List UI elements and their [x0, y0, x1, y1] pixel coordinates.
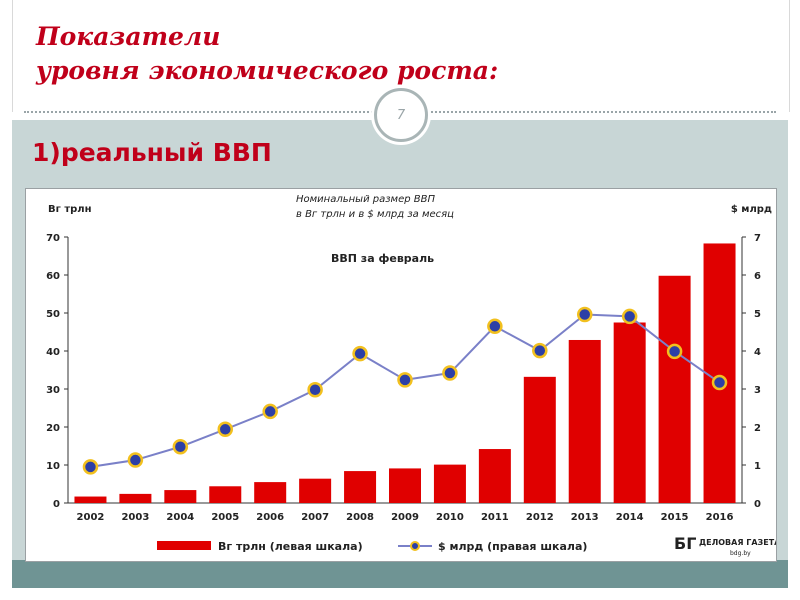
x-axis-tick-label: 2007	[301, 512, 329, 523]
x-axis-tick-label: 2003	[121, 512, 149, 523]
publisher-logo: БГ ДЕЛОВАЯ ГАЗЕТА bdg.by	[674, 534, 776, 557]
usd-point-2014	[621, 308, 638, 325]
x-axis-tick-label: 2015	[661, 512, 689, 523]
bar-2008	[344, 471, 377, 503]
x-axis-tick-label: 2002	[77, 512, 105, 523]
legend-line-label: $ млрд (правая шкала)	[438, 540, 587, 553]
legend-line-marker	[410, 541, 420, 551]
logo-name: ДЕЛОВАЯ ГАЗЕТА	[699, 538, 776, 547]
gdp-chart: Вг трлн $ млрд Номинальный размер ВВП в …	[25, 188, 777, 562]
usd-point-2013	[576, 306, 593, 323]
usd-point-2002	[82, 459, 99, 475]
slide-footer-band	[12, 560, 788, 588]
x-axis-tick-label: 2008	[346, 512, 374, 523]
x-axis-tick-label: 2011	[481, 512, 509, 523]
usd-point-2009	[397, 372, 413, 388]
usd-point-2003	[127, 452, 144, 468]
left-axis-tick-label: 20	[46, 423, 60, 434]
chart-inner-label: ВВП за февраль	[331, 252, 434, 265]
right-axis-tick-label: 1	[754, 461, 761, 472]
usd-point-2005	[217, 421, 234, 438]
page-number: 7	[396, 107, 406, 123]
left-axis-tick-label: 10	[46, 461, 60, 472]
slide-title: Показатели уровня экономического роста:	[36, 20, 498, 88]
usd-point-2008	[352, 345, 368, 362]
slide-subtitle: 1)реальный ВВП	[32, 138, 272, 167]
left-axis-tick-label: 70	[46, 233, 60, 244]
legend-bar-label: Вг трлн (левая шкала)	[218, 540, 363, 553]
chart-title-line1: Номинальный размер ВВП	[296, 194, 435, 205]
slide-title-line1: Показатели	[36, 22, 221, 51]
x-axis-tick-label: 2009	[391, 512, 419, 523]
x-axis-tick-label: 2004	[166, 512, 194, 523]
left-axis-tick-label: 60	[46, 271, 60, 282]
bar-2016	[703, 243, 736, 503]
left-axis-tick-label: 30	[46, 385, 60, 396]
right-axis-tick-label: 0	[754, 499, 761, 510]
bar-2007	[299, 478, 332, 503]
usd-point-2007	[307, 382, 323, 398]
x-axis-tick-label: 2012	[526, 512, 554, 523]
usd-point-2011	[487, 318, 503, 335]
bar-2002	[74, 496, 107, 503]
logo-mark: БГ	[674, 534, 696, 553]
x-axis-tick-label: 2013	[571, 512, 599, 523]
slide-title-line2: уровня экономического роста:	[36, 56, 499, 85]
x-axis-tick-label: 2016	[706, 512, 734, 523]
right-axis-unit: $ млрд	[731, 204, 772, 215]
bar-2006	[254, 482, 287, 503]
left-axis-tick-label: 0	[53, 499, 60, 510]
right-axis-tick-label: 3	[754, 385, 761, 396]
bar-2012	[523, 376, 556, 503]
right-axis-tick-label: 6	[754, 271, 761, 282]
x-axis-tick-label: 2014	[616, 512, 644, 523]
right-axis-tick-label: 5	[754, 309, 761, 320]
bar-2005	[209, 486, 242, 503]
right-axis-tick-label: 7	[754, 233, 761, 244]
bar-2003	[119, 493, 152, 503]
right-axis-tick-label: 2	[754, 423, 761, 434]
usd-point-2010	[442, 365, 458, 381]
page-number-badge: 7	[374, 88, 428, 142]
x-axis-tick-label: 2006	[256, 512, 284, 523]
bar-2015	[658, 275, 691, 503]
bar-2011	[478, 449, 511, 503]
left-axis-tick-label: 40	[46, 347, 60, 358]
chart-legend: Вг трлн (левая шкала) $ млрд (правая шка…	[157, 540, 587, 553]
logo-site: bdg.by	[730, 550, 751, 557]
left-axis-tick-label: 50	[46, 309, 60, 320]
usd-point-2006	[262, 403, 278, 420]
x-axis-tick-label: 2010	[436, 512, 464, 523]
legend-bar-swatch	[157, 541, 211, 550]
chart-title-line2: в Вг трлн и в $ млрд за месяц	[296, 209, 454, 220]
bar-2013	[568, 339, 601, 503]
chart-canvas: Вг трлн $ млрд Номинальный размер ВВП в …	[46, 194, 776, 557]
bar-2004	[164, 490, 197, 503]
usd-point-2015	[666, 343, 683, 360]
bar-2009	[389, 468, 421, 503]
bar-2010	[433, 464, 466, 503]
right-axis-tick-label: 4	[754, 347, 761, 358]
usd-point-2016	[711, 374, 728, 391]
bar-2014	[613, 322, 646, 503]
left-axis-unit: Вг трлн	[48, 204, 92, 215]
x-axis-tick-label: 2005	[211, 512, 239, 523]
usd-point-2004	[172, 439, 189, 455]
usd-point-2012	[532, 342, 548, 359]
